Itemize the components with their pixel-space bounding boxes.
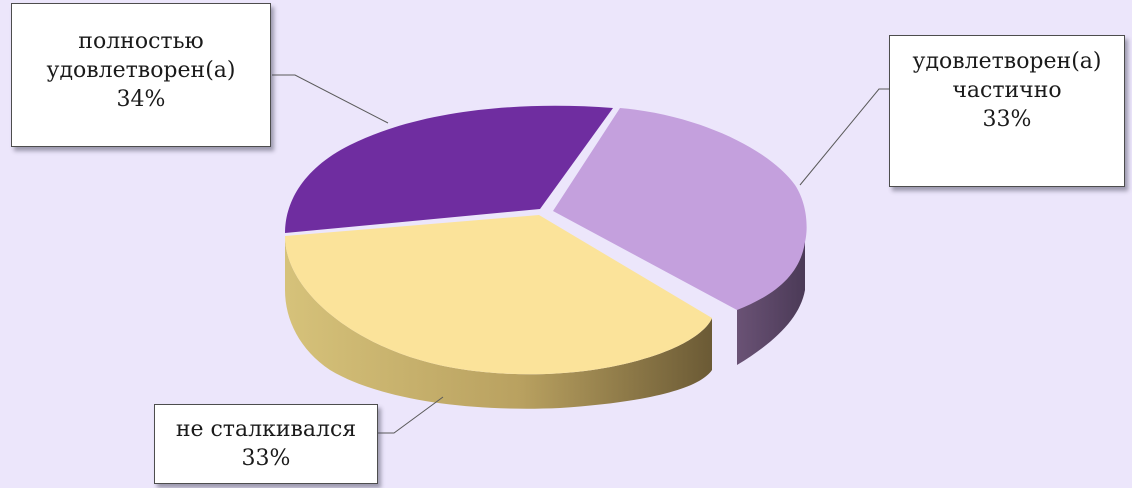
pie-slice-partial [553, 108, 807, 310]
data-label-partial-percent: 33% [982, 107, 1032, 132]
data-label-full-line2: удовлетворен(а) [46, 58, 236, 83]
pie-side-none [285, 236, 712, 409]
data-label-full-percent: 34% [116, 87, 166, 112]
data-label-partial: удовлетворен(а) частично 33% [889, 35, 1125, 187]
data-label-full-line1: полностью [78, 29, 204, 54]
pie-slice-full [285, 105, 613, 233]
data-label-partial-line2: частично [952, 78, 1062, 103]
leader-line-partial [799, 88, 889, 186]
leader-line-none [378, 396, 444, 434]
data-label-none-line1: не сталкивался [175, 417, 357, 442]
data-label-full: полностью удовлетворен(а) 34% [11, 3, 271, 147]
data-label-none-percent: 33% [241, 446, 291, 471]
leader-line-full [272, 74, 389, 124]
pie-slice-none [285, 215, 712, 375]
pie-side-partial [737, 228, 805, 365]
data-label-none: не сталкивался 33% [154, 404, 378, 484]
data-label-partial-line1: удовлетворен(а) [912, 49, 1102, 74]
